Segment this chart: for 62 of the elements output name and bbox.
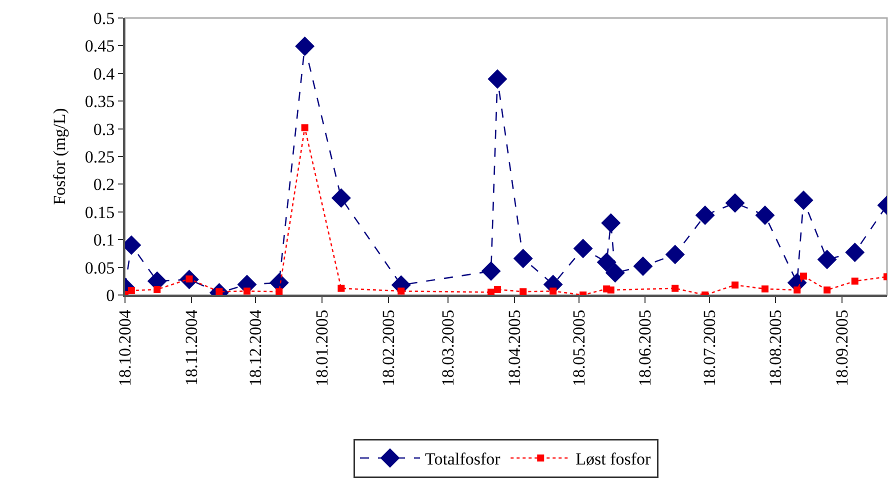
point: [794, 190, 814, 210]
x-tick-label: 18.07.2005: [700, 310, 719, 386]
point: [295, 36, 315, 56]
point: [596, 252, 616, 272]
x-tick-label: 18.05.2005: [569, 310, 588, 386]
x-tick-label: 18.03.2005: [438, 310, 458, 386]
y-tick-label: 0.15: [84, 202, 115, 222]
point: [494, 286, 501, 293]
point: [725, 193, 745, 213]
legend-label: Totalfosfor: [425, 450, 501, 469]
x-tick-label: 18.01.2005: [312, 310, 332, 386]
x-tick-label: 18.02.2005: [378, 310, 398, 386]
point: [695, 205, 715, 225]
point: [154, 286, 161, 293]
point: [488, 288, 495, 295]
point: [851, 278, 858, 285]
y-tick-label: 0: [106, 286, 115, 305]
point: [794, 286, 801, 294]
point: [633, 256, 653, 276]
point: [481, 261, 501, 281]
y-tick-label: 0.1: [93, 230, 115, 250]
point: [128, 287, 135, 294]
point: [520, 288, 527, 295]
x-tick-label: 18.12.2004: [246, 309, 266, 386]
point: [665, 244, 685, 264]
x-tick-label: 18.04.2005: [505, 310, 524, 386]
y-tick-label: 0.5: [93, 8, 115, 28]
point: [607, 286, 614, 294]
y-tick-label: 0.3: [93, 120, 115, 139]
point: [732, 282, 739, 289]
point: [800, 272, 808, 280]
y-axis-title: Fosfor (mg/L): [50, 108, 69, 205]
point: [573, 238, 593, 258]
point: [301, 124, 308, 132]
point: [244, 288, 251, 295]
y-tick-label: 0.05: [84, 258, 115, 278]
point: [276, 288, 283, 295]
point: [755, 205, 775, 225]
y-tick-label: 0.35: [84, 92, 115, 112]
legend-label: Løst fosfor: [576, 450, 652, 469]
x-tick-label: 18.08.2005: [766, 310, 786, 386]
y-tick-label: 0.2: [93, 175, 115, 194]
x-tick-label: 18.06.2005: [636, 310, 655, 386]
point: [824, 286, 831, 294]
point: [845, 242, 865, 262]
x-tick-label: 18.10.2004: [116, 309, 135, 386]
point: [398, 288, 405, 295]
point: [488, 69, 508, 89]
point: [338, 284, 345, 292]
point: [672, 284, 679, 292]
point: [761, 285, 768, 292]
y-tick-label: 0.4: [93, 64, 116, 84]
point: [331, 188, 351, 208]
x-tick-label: 18.11.2004: [182, 309, 201, 386]
point: [550, 288, 557, 295]
y-tick-label: 0.45: [84, 36, 115, 56]
y-tick-label: 0.25: [84, 147, 115, 166]
point: [601, 213, 621, 233]
point: [817, 250, 837, 270]
point: [605, 263, 625, 283]
point: [513, 248, 533, 268]
x-tick-label: 18.09.2005: [832, 310, 852, 386]
